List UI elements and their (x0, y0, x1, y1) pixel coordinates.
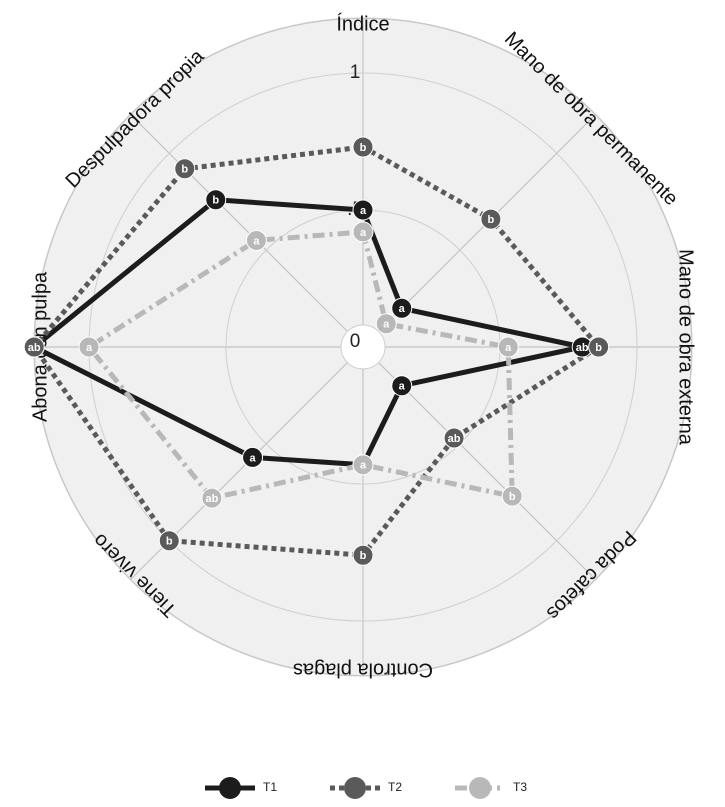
point-label: a (360, 205, 367, 217)
point-label: a (253, 235, 260, 247)
y-tick-label: 1 (350, 62, 361, 83)
point-label: a (360, 227, 367, 239)
axis-label: Índice (336, 12, 389, 35)
series-line (86, 229, 515, 501)
legend-marker (219, 777, 241, 799)
data-point (205, 189, 227, 211)
data-point (443, 427, 465, 449)
legend-label: T1 (263, 780, 277, 794)
data-point (480, 208, 502, 230)
data-point (352, 199, 374, 221)
legend-marker (344, 777, 366, 799)
data-point (391, 297, 413, 319)
data-point (158, 530, 180, 552)
data-point (391, 375, 413, 397)
data-point (201, 487, 223, 509)
point-label: a (250, 452, 257, 464)
grid-circle (340, 324, 386, 370)
point-label: a (505, 342, 512, 354)
data-point (242, 446, 264, 468)
point-label: b (360, 550, 367, 562)
data-point (352, 544, 374, 566)
point-label: b (360, 142, 367, 154)
data-point (352, 136, 374, 158)
point-label: a (86, 342, 93, 354)
data-point (497, 336, 519, 358)
point-label: ab (205, 493, 218, 505)
point-label: b (166, 536, 173, 548)
axis-label: Mano de obra externa (675, 249, 697, 446)
legend-label: T3 (513, 780, 527, 794)
axis-label: Controla plagas (293, 659, 433, 681)
data-point (352, 221, 374, 243)
point-label: b (595, 342, 602, 354)
point-label: b (509, 491, 516, 503)
point-label: a (360, 460, 367, 472)
point-label: ab (576, 342, 589, 354)
data-point (245, 229, 267, 251)
point-label: b (212, 195, 219, 207)
point-label: b (488, 214, 495, 226)
point-label: ab (448, 433, 461, 445)
data-point (23, 336, 45, 358)
point-label: a (399, 381, 406, 393)
data-point (375, 313, 397, 335)
data-point (588, 336, 610, 358)
y-tick-label: 0 (350, 331, 361, 352)
data-point (501, 485, 523, 507)
point-label: a (383, 319, 390, 331)
data-point (174, 158, 196, 180)
data-point (78, 336, 100, 358)
data-point (352, 454, 374, 476)
legend-marker (469, 777, 491, 799)
point-label: b (181, 164, 188, 176)
point-label: ab (28, 342, 41, 354)
legend-label: T2 (388, 780, 402, 794)
point-label: a (399, 303, 406, 315)
